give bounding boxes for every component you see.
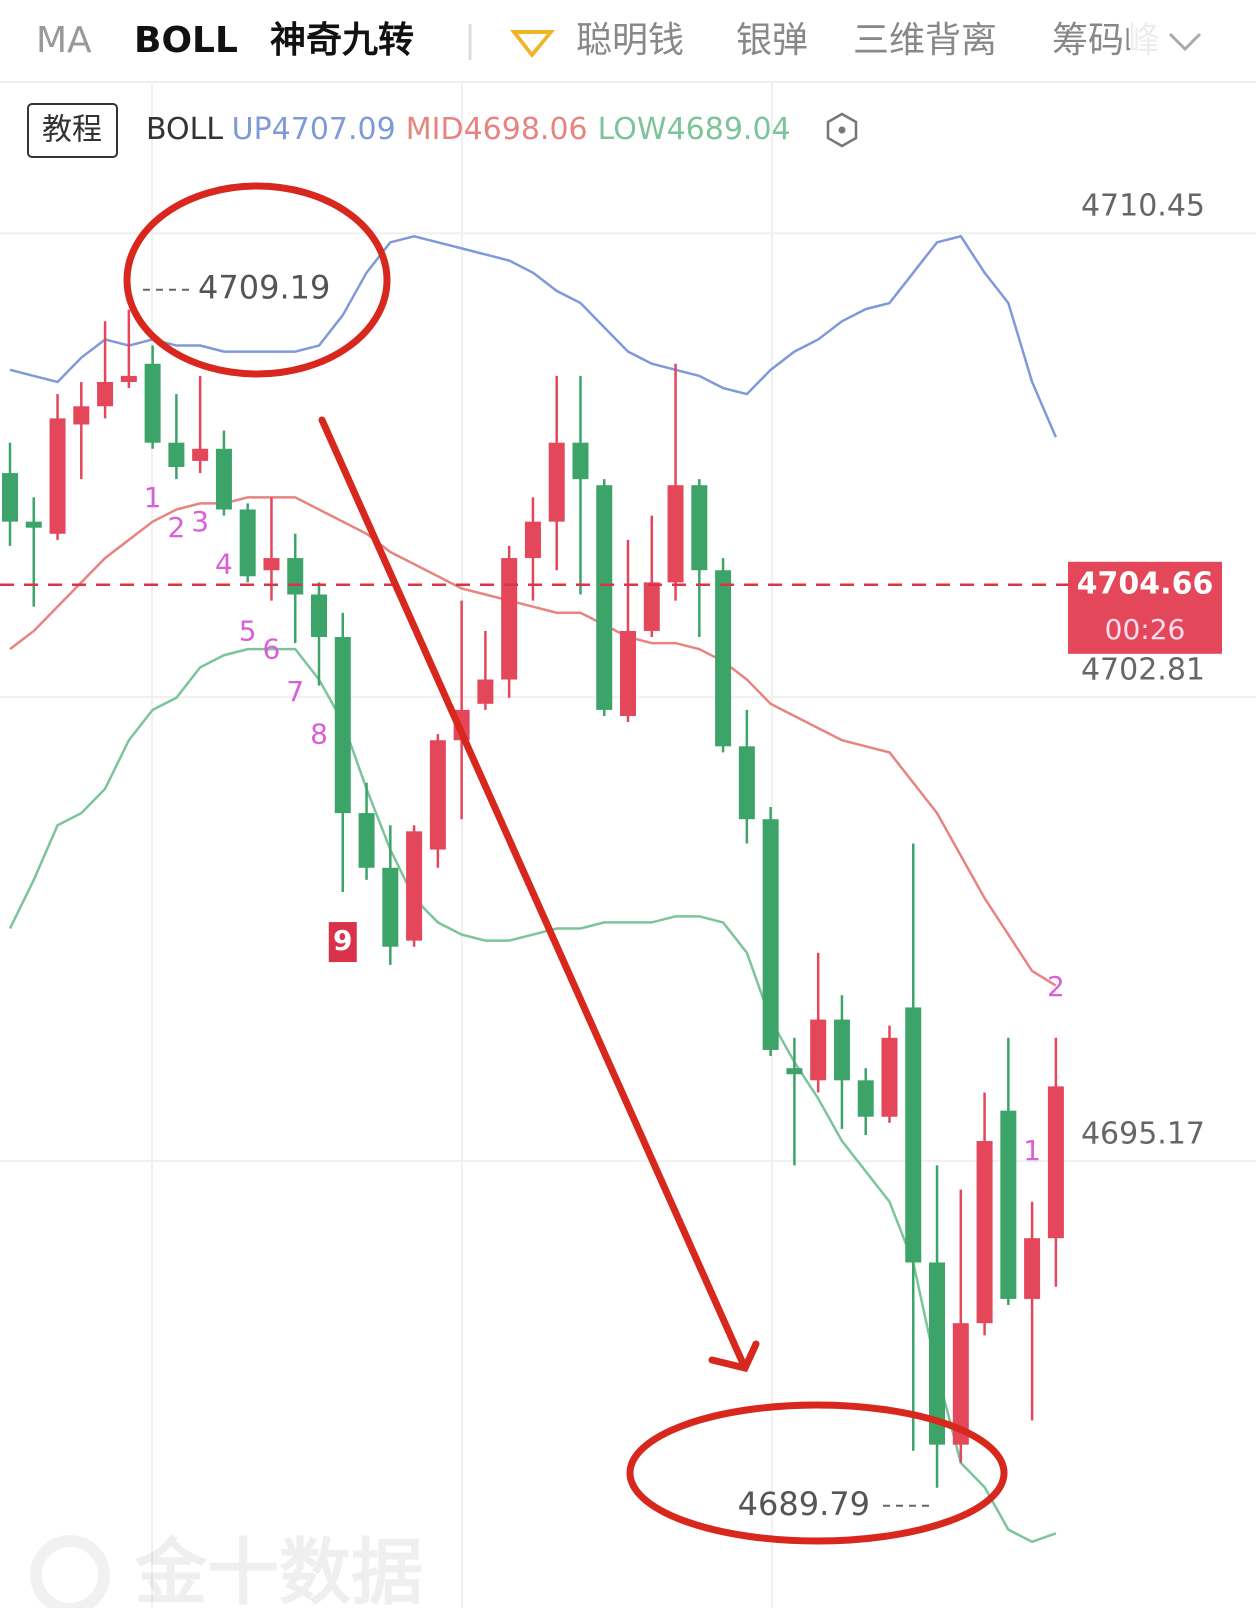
candle-body (1000, 1110, 1017, 1299)
candle-body (97, 381, 114, 407)
y-tick-label: 4702.81 (1081, 653, 1205, 688)
tab[interactable]: 三维背离 (853, 20, 997, 61)
band-line (8, 647, 1057, 1544)
tab-bar (0, 0, 1256, 82)
candle-body (120, 375, 137, 382)
td-count: 1 (1023, 1134, 1041, 1167)
candle-body (49, 418, 66, 534)
settings-icon[interactable] (826, 112, 858, 148)
td-count: 2 (167, 511, 185, 544)
min-marker-label: 4689.79 (738, 1485, 870, 1523)
legend-name: LOW (598, 112, 667, 147)
tutorial-button-label[interactable]: 教程 (42, 113, 102, 148)
candle-body (406, 831, 423, 941)
legend: BOLL UP4707.09 MID4698.06 LOW4689.04 (146, 112, 791, 147)
annotation-arrow (318, 416, 760, 1373)
legend-name: UP (232, 112, 272, 147)
candle-body (952, 1323, 969, 1445)
y-tick-label: 4710.45 (1081, 189, 1205, 224)
candle-body (73, 406, 90, 425)
candle-body (929, 1262, 946, 1445)
legend-value: 4698.06 (464, 112, 588, 147)
candle-body (358, 813, 375, 868)
candle-body (786, 1068, 803, 1075)
candle-body (976, 1141, 993, 1324)
y-tick-label: 4695.17 (1081, 1117, 1205, 1152)
candle-body (311, 594, 328, 638)
candle-body (762, 819, 779, 1050)
candle-body (263, 558, 280, 571)
candle-body (287, 558, 304, 595)
td-nine-box (328, 922, 357, 963)
diamond-icon (510, 30, 555, 58)
candle-body (382, 867, 399, 947)
td-count: 5 (239, 614, 257, 647)
tutorial-button[interactable] (27, 103, 118, 158)
candle-body (643, 582, 660, 631)
annotation-circle (626, 1401, 1008, 1545)
candle-body (1047, 1086, 1064, 1239)
legend-name: MID (406, 112, 464, 147)
candle-body (715, 570, 732, 747)
td-count: 9 (333, 924, 352, 957)
td-count: 8 (310, 718, 328, 751)
countdown-label: 00:26 (1105, 613, 1186, 646)
watermark-text: 金十数据 (134, 1531, 423, 1608)
watermark: 金十数据 (30, 1531, 423, 1608)
annotation-circle (123, 182, 391, 378)
candle-body (620, 630, 637, 716)
candle-body (239, 509, 256, 577)
legend-indicator: BOLL (146, 112, 223, 147)
chevron[interactable] (1168, 32, 1202, 52)
candle-body (429, 740, 446, 850)
tab[interactable]: 聪明钱 (576, 20, 684, 61)
legend-value: 4707.09 (272, 112, 396, 147)
candle-body (215, 448, 232, 510)
last-price-label: 4704.66 (1077, 566, 1214, 601)
watermark-logo (30, 1535, 110, 1608)
td-count: 1 (144, 481, 162, 514)
candle-body (857, 1080, 874, 1117)
candle-body (667, 485, 684, 583)
candle-body (144, 363, 161, 443)
candle-body (572, 442, 589, 480)
candle-body (192, 448, 209, 461)
candle-body (524, 521, 541, 559)
candle-body (548, 442, 565, 522)
candle-body (691, 485, 708, 571)
candle-body (501, 558, 518, 680)
candle-body (596, 485, 613, 710)
candle-body (168, 442, 185, 467)
td-count: 6 (263, 633, 281, 666)
candle-body (881, 1037, 898, 1117)
td-count: 3 (191, 505, 209, 538)
tab-active[interactable]: BOLL (134, 20, 238, 61)
candle-body (905, 1007, 922, 1263)
candle-body (2, 473, 18, 522)
max-marker-label: 4709.19 (198, 269, 330, 307)
tab[interactable]: 银弹 (736, 20, 808, 61)
tab[interactable]: 神奇九转 (270, 20, 414, 61)
candle-body (833, 1019, 850, 1081)
band-line (9, 234, 1058, 438)
tab[interactable]: MA (36, 20, 92, 61)
candle-body (25, 521, 42, 528)
settings-icon-dot (838, 126, 846, 134)
td-count: 7 (286, 675, 304, 708)
candle-body (810, 1019, 827, 1081)
candle-body (334, 637, 351, 814)
candle-body (1024, 1238, 1041, 1299)
legend-value: 4689.04 (667, 112, 791, 147)
last-price-box (1068, 561, 1222, 654)
td-count: 4 (215, 548, 233, 581)
candle-body (738, 746, 755, 820)
candle-body (477, 679, 494, 704)
band-line (9, 496, 1057, 987)
td-count: 2 (1047, 970, 1065, 1003)
